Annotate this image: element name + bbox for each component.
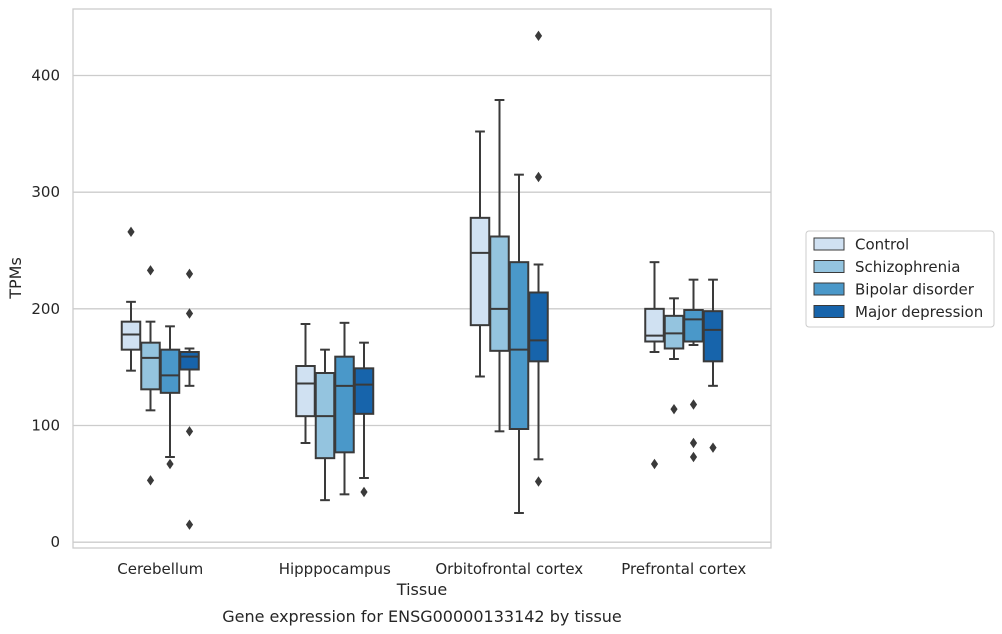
box-schizophrenia [663, 297, 685, 415]
iqr-box [120, 320, 142, 351]
outlier-point [709, 442, 717, 453]
y-tick-label: 0 [50, 533, 60, 551]
outlier-point [534, 30, 543, 42]
outlier-point [534, 171, 543, 183]
iqr-box [353, 367, 375, 415]
iqr-box [179, 351, 200, 371]
x-axis-label: Tissue [396, 580, 447, 599]
plot-frame [72, 8, 772, 549]
legend-swatch [813, 282, 845, 296]
legend-swatch [813, 305, 845, 318]
y-tick-label: 200 [31, 300, 60, 318]
outlier-point [166, 458, 174, 470]
legend-label: Major depression [855, 303, 983, 321]
legend-label: Bipolar disorder [855, 281, 975, 299]
box-schizophrenia [314, 348, 336, 502]
outlier-point [185, 268, 194, 280]
outlier-point [146, 265, 155, 276]
x-tick-label: Hipppocampus [279, 560, 391, 578]
x-tick-label: Cerebellum [117, 560, 203, 578]
iqr-box [159, 348, 181, 394]
legend-label: Control [855, 236, 909, 254]
outlier-point [689, 437, 698, 449]
legend-label: Schizophrenia [855, 258, 960, 276]
box-major-depression [353, 341, 375, 498]
box-bipolar-disorder [334, 321, 355, 496]
legend: Control Schizophrenia Bipolar disorder Majo… [805, 230, 995, 328]
legend-swatch [813, 260, 845, 273]
iqr-box [140, 341, 161, 391]
iqr-box [508, 261, 530, 430]
y-tick-label: 100 [31, 417, 60, 435]
box-bipolar-disorder [159, 325, 181, 470]
iqr-box [663, 314, 685, 350]
y-tick-label: 400 [31, 67, 60, 85]
box-bipolar-disorder [683, 278, 704, 463]
box-major-depression [528, 30, 549, 487]
outlier-point [360, 486, 368, 498]
box-control [120, 226, 142, 372]
iqr-box [334, 355, 355, 454]
outlier-point [127, 226, 135, 238]
box-schizophrenia [489, 99, 510, 433]
outlier-point [185, 308, 194, 319]
x-tick-label: Orbitofrontal cortex [435, 560, 583, 578]
iqr-box [702, 310, 724, 363]
y-tick-label: 300 [31, 183, 60, 201]
y-axis-ticks: 0 100 200 300 400 [31, 67, 60, 552]
x-tick-label: Prefrontal cortex [621, 560, 746, 578]
y-axis-label: TPMs [6, 257, 25, 300]
box-schizophrenia [140, 265, 161, 486]
legend-frame [805, 230, 995, 328]
outlier-point [689, 399, 698, 410]
chart-caption: Gene expression for ENSG00000133142 by t… [222, 607, 622, 626]
outlier-point [689, 451, 698, 463]
x-axis-ticks: Cerebellum Hipppocampus Orbitofrontal cort… [117, 560, 746, 578]
iqr-box [528, 291, 549, 363]
iqr-box [489, 235, 510, 352]
outlier-point [185, 519, 194, 530]
box-groups [120, 30, 724, 530]
box-major-depression [702, 278, 724, 453]
legend-swatch [813, 237, 845, 251]
outlier-point [670, 403, 678, 415]
outlier-point [146, 475, 155, 486]
box-bipolar-disorder [508, 173, 530, 514]
outlier-point [185, 426, 194, 437]
iqr-box [469, 216, 491, 327]
outlier-point [650, 458, 659, 470]
box-control [469, 130, 491, 378]
box-control [644, 261, 665, 470]
gridlines [73, 74, 771, 543]
iqr-box [295, 365, 316, 418]
iqr-box [683, 309, 704, 343]
outlier-point [534, 476, 543, 487]
box-major-depression [179, 268, 200, 530]
box-control [295, 323, 316, 444]
